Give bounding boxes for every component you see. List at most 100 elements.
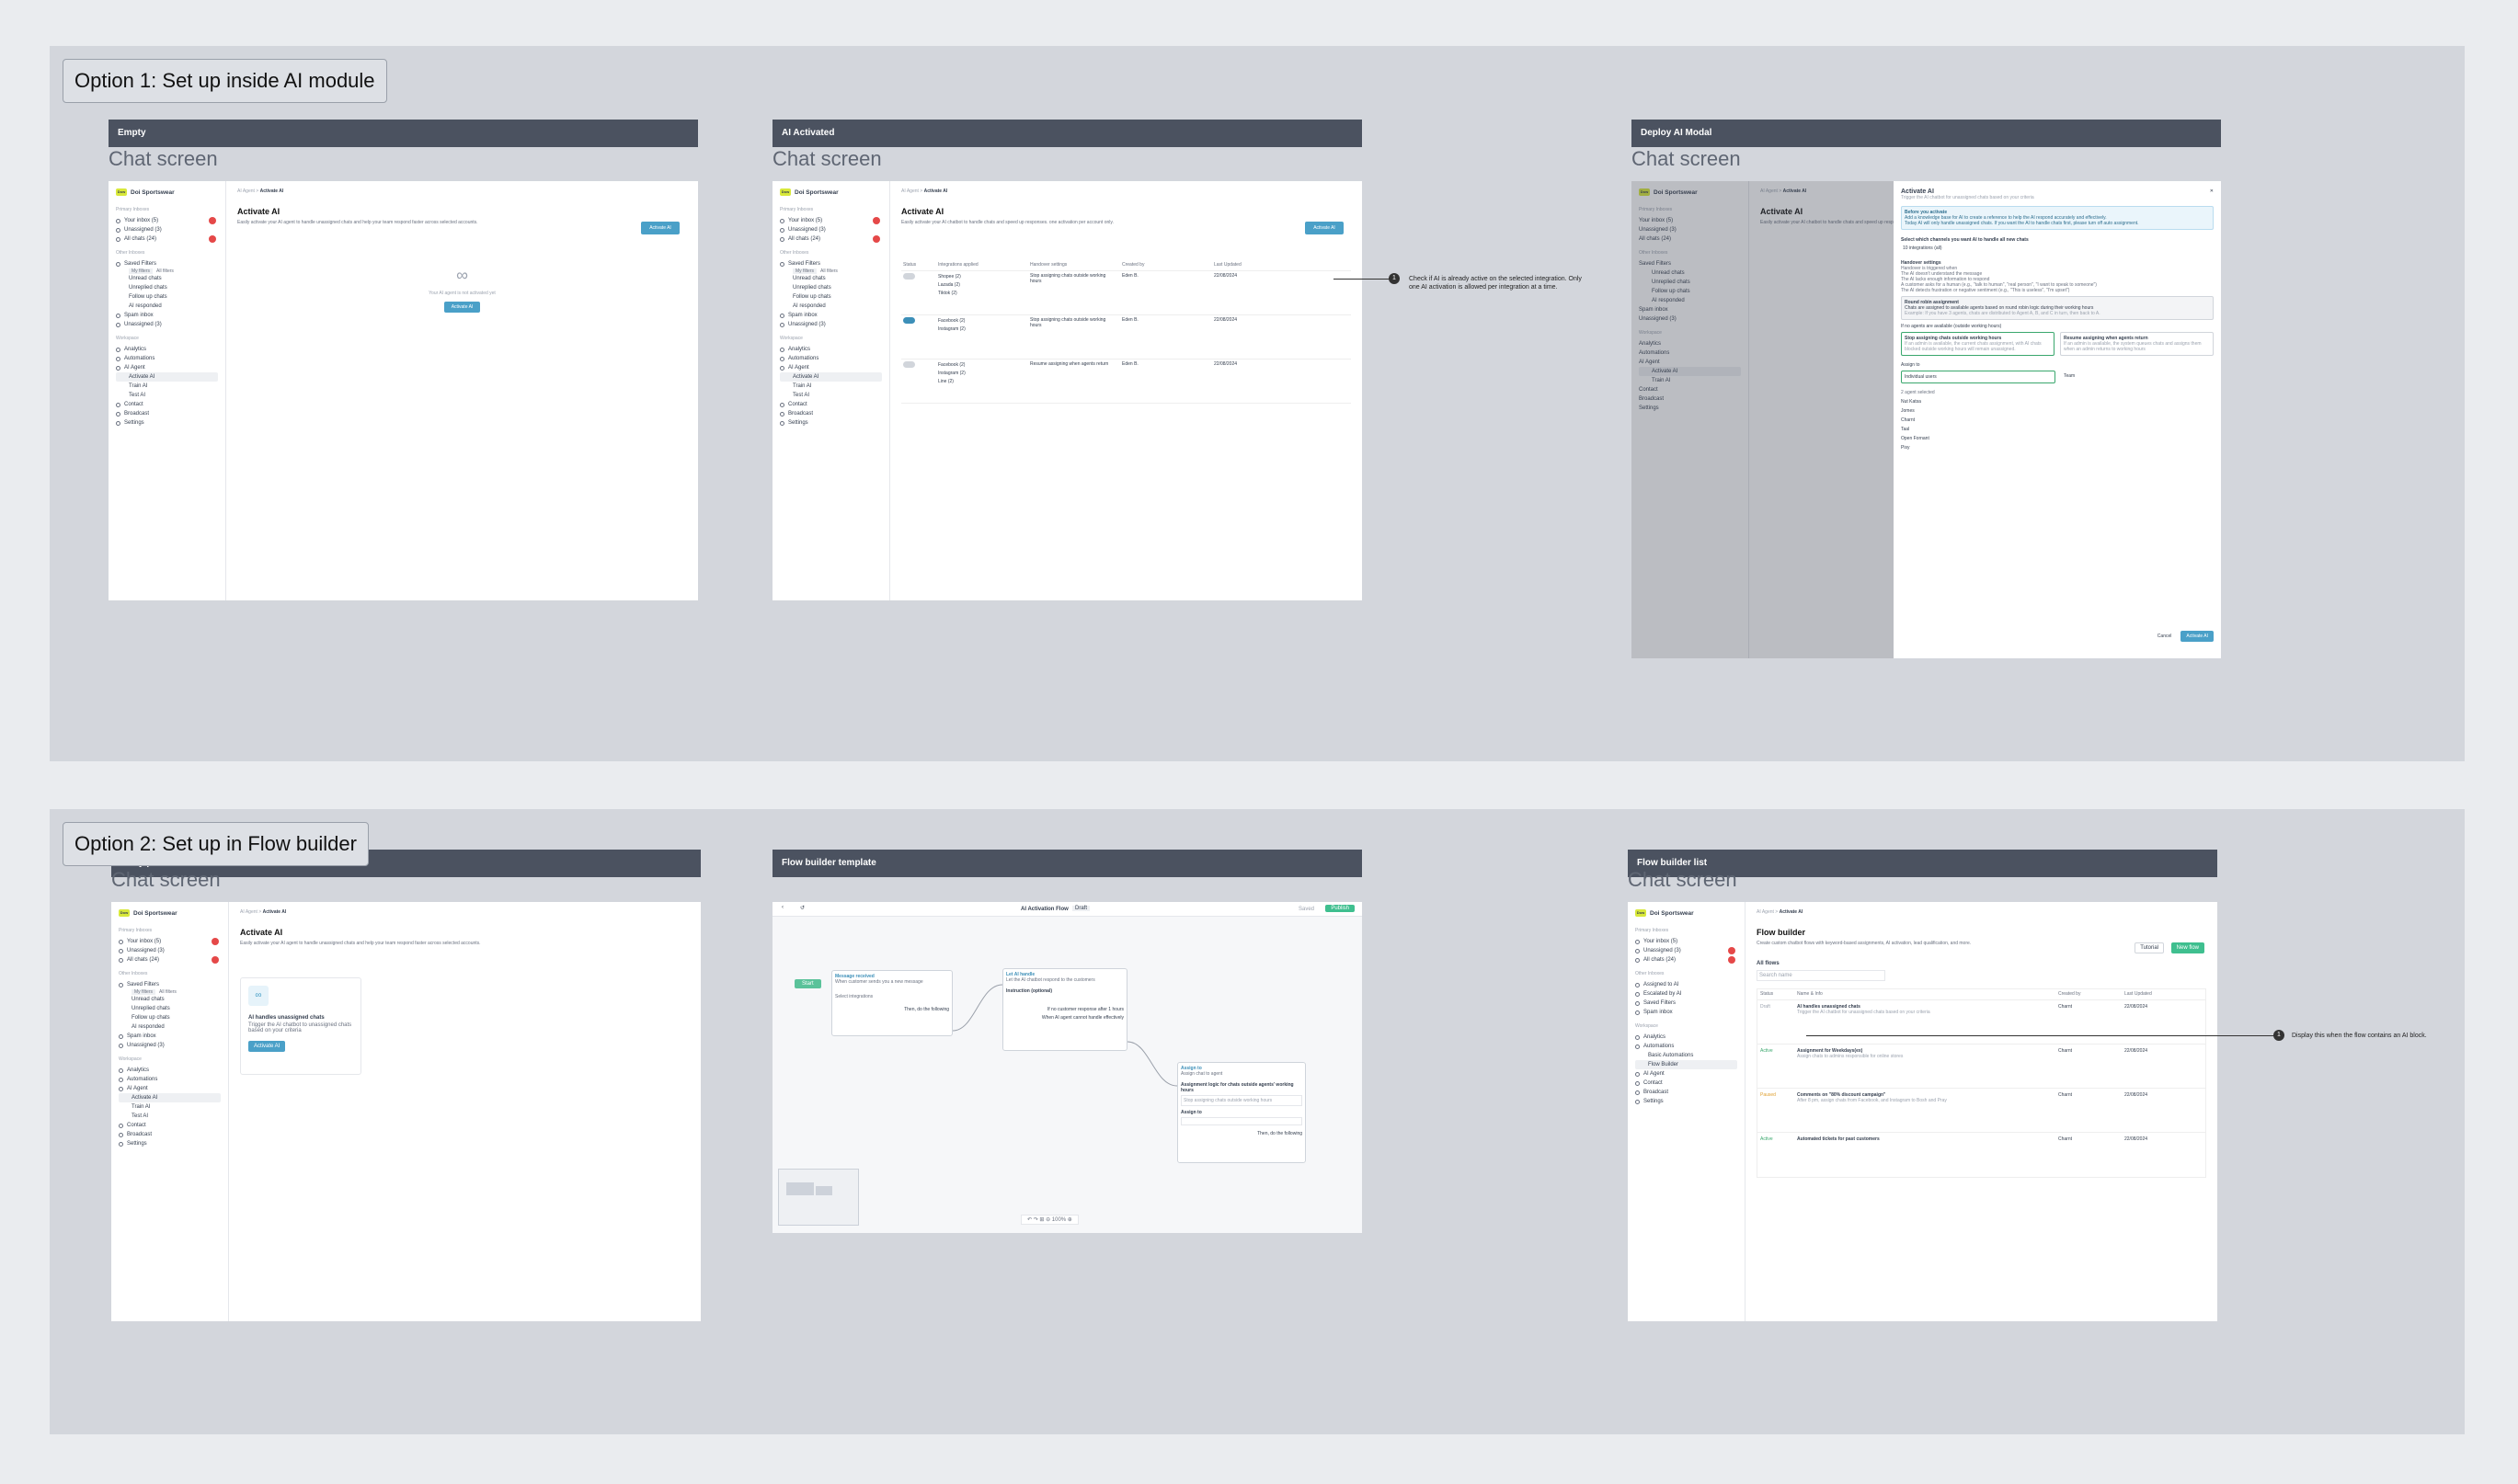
agent-item[interactable]: Taal bbox=[1901, 427, 1910, 432]
sidebar-item-automations[interactable]: Automations bbox=[116, 354, 218, 363]
sidebar-item-analytics[interactable]: Analytics bbox=[780, 345, 882, 354]
spam-icon bbox=[119, 1033, 123, 1039]
status-toggle[interactable] bbox=[903, 317, 915, 324]
agent-item[interactable]: Jomes bbox=[1901, 408, 1915, 414]
table-row[interactable]: Facebook (2) Instagram (2) Stop assigning… bbox=[901, 315, 1351, 360]
table-row[interactable]: Active Assignment for Weekdays(ex) Assign… bbox=[1757, 1045, 2205, 1089]
assign-individual-radio[interactable]: Individual users bbox=[1901, 371, 2055, 383]
minimap[interactable] bbox=[778, 1169, 859, 1226]
sidebar-item-test-ai[interactable]: Test AI bbox=[129, 393, 146, 398]
new-flow-button[interactable]: New flow bbox=[2170, 942, 2204, 953]
bolt-icon bbox=[1635, 1044, 1640, 1049]
sidebar-item-settings[interactable]: Settings bbox=[116, 418, 218, 428]
sidebar-item-all-chats[interactable]: All chats (24) bbox=[780, 234, 882, 244]
filter-tabs[interactable]: My filters All filters bbox=[116, 268, 218, 274]
sidebar-item-activate-ai[interactable]: Activate AI bbox=[116, 372, 218, 382]
sidebar-item-unassigned-2[interactable]: Unassigned (3) bbox=[116, 320, 218, 329]
agent-item[interactable]: Pisy bbox=[1901, 445, 1910, 451]
back-icon[interactable]: ‹ bbox=[782, 905, 784, 910]
sidebar-item-unassigned[interactable]: Unassigned (3) bbox=[780, 225, 882, 234]
inbox-icon bbox=[1635, 957, 1640, 963]
publish-button[interactable]: Publish bbox=[1325, 905, 1355, 912]
close-icon[interactable]: ✕ bbox=[2209, 188, 2214, 194]
sidebar-item-analytics[interactable]: Analytics bbox=[116, 345, 218, 354]
activate-ai-button[interactable]: Activate AI bbox=[641, 222, 680, 234]
sidebar-item-saved-filters[interactable]: Saved Filters bbox=[116, 259, 218, 268]
flow-title: AI Activation Flow bbox=[1021, 907, 1069, 912]
confirm-activate-button[interactable]: Activate AI bbox=[2180, 631, 2214, 642]
sidebar-item-ai-agent[interactable]: AI Agent bbox=[116, 363, 218, 372]
sidebar-item-unassigned-2[interactable]: Unassigned (3) bbox=[780, 320, 882, 329]
contact-icon bbox=[119, 1123, 123, 1128]
activate-ai-button[interactable]: Activate AI bbox=[1305, 222, 1344, 234]
saved-item[interactable]: Unreplied chats bbox=[793, 285, 831, 291]
saved-item[interactable]: Unread chats bbox=[129, 276, 162, 281]
table-row[interactable]: Active Automated tickets for past custom… bbox=[1760, 1136, 2148, 1142]
saved-item[interactable]: Follow up chats bbox=[793, 294, 831, 300]
entry-activate-button[interactable]: Activate AI bbox=[248, 1041, 286, 1052]
agent-item[interactable]: Charnt bbox=[1901, 417, 1916, 423]
saved-item[interactable]: Follow up chats bbox=[129, 294, 167, 300]
history-icon[interactable]: ↺ bbox=[800, 906, 806, 911]
start-node[interactable]: Start bbox=[795, 979, 821, 988]
gear-icon bbox=[116, 420, 120, 426]
panel-bar-activated: AI Activated bbox=[773, 120, 1362, 147]
message-received-node[interactable]: Message received When customer sends you… bbox=[831, 970, 953, 1036]
saved-item[interactable]: Unreplied chats bbox=[129, 285, 167, 291]
saved-item[interactable]: AI responded bbox=[793, 303, 826, 309]
sidebar-item-your-inbox[interactable]: Your inbox (5) bbox=[116, 216, 218, 225]
status-toggle[interactable] bbox=[903, 273, 915, 280]
bolt-icon bbox=[780, 356, 784, 361]
zoom-controls[interactable]: ↶ ↷ ⊞ ⊖ 100% ⊕ bbox=[1021, 1215, 1079, 1225]
table-row[interactable]: Paused Comments on "80% discount campaig… bbox=[1757, 1089, 2205, 1133]
sidebar-item-ai-agent[interactable]: AI Agent bbox=[780, 363, 882, 372]
table-row[interactable]: Draft AI handles unassigned chats Trigger… bbox=[1757, 1000, 2205, 1045]
sidebar-item-train-ai[interactable]: Train AI bbox=[793, 383, 812, 389]
option-stop-assigning[interactable]: Stop assigning chats outside working hou… bbox=[1901, 332, 2054, 356]
let-ai-handle-node[interactable]: Let AI handle Let the AI chatbot respond… bbox=[1002, 968, 1127, 1051]
sidebar-item-spam[interactable]: Spam inbox bbox=[780, 311, 882, 320]
sidebar: Dow Doi Sportswear Primary Inboxes Your i… bbox=[111, 902, 229, 1321]
panel-sub-list: Chat screen bbox=[1628, 868, 1737, 891]
sidebar-item-unassigned[interactable]: Unassigned (3) bbox=[1639, 227, 1677, 233]
sidebar-item-broadcast[interactable]: Broadcast bbox=[780, 409, 882, 418]
sidebar-item-saved-filters[interactable]: Saved Filters bbox=[1639, 261, 1672, 267]
sidebar-item-unassigned[interactable]: Unassigned (3) bbox=[116, 225, 218, 234]
sidebar-item-spam[interactable]: Spam inbox bbox=[116, 311, 218, 320]
agent-item[interactable]: Open Fornant bbox=[1901, 436, 1929, 441]
sidebar-item-train-ai[interactable]: Train AI bbox=[129, 383, 148, 389]
screen-deploy: Dow Doi Sportswear Primary Inboxes Your i… bbox=[1631, 181, 2221, 658]
sidebar-item-activate-ai[interactable]: Activate AI bbox=[780, 372, 882, 382]
table-row[interactable]: Facebook (2) Instagram (2) Line (2) Resume… bbox=[901, 360, 1351, 404]
entry-card[interactable]: ∞ AI handles unassigned chats Trigger th… bbox=[240, 977, 361, 1075]
screen-empty: Dow Doi Sportswear Primary Inboxes Your i… bbox=[109, 181, 698, 600]
modal-overlay[interactable] bbox=[1631, 181, 1894, 658]
sidebar-item-your-inbox[interactable]: Your inbox (5) bbox=[1639, 218, 1674, 223]
sidebar-item-all-chats[interactable]: All chats (24) bbox=[116, 234, 218, 244]
filter-tabs[interactable]: My filters All filters bbox=[780, 268, 882, 274]
cancel-button[interactable]: Cancel bbox=[2157, 634, 2172, 639]
gear-icon bbox=[119, 1141, 123, 1147]
sidebar-item-contact[interactable]: Contact bbox=[116, 400, 218, 409]
sidebar-item-automations[interactable]: Automations bbox=[780, 354, 882, 363]
sidebar-item-all-chats[interactable]: All chats (24) bbox=[1639, 236, 1672, 242]
channels-select[interactable]: 10 integrations (all) bbox=[1903, 245, 1942, 251]
saved-item[interactable]: AI responded bbox=[129, 303, 162, 309]
search-input[interactable]: Search name bbox=[1757, 970, 1885, 981]
contact-icon bbox=[1635, 1080, 1640, 1086]
sidebar-item-your-inbox[interactable]: Your inbox (5) bbox=[780, 216, 882, 225]
empty-activate-button[interactable]: Activate AI bbox=[443, 302, 481, 313]
tutorial-button[interactable]: Tutorial bbox=[2135, 942, 2164, 953]
sidebar-item-saved-filters[interactable]: Saved Filters bbox=[780, 259, 882, 268]
assign-to-node[interactable]: Assign to Assign chat to agent Assignmen… bbox=[1177, 1062, 1306, 1163]
saved-item[interactable]: Unread chats bbox=[793, 276, 826, 281]
option-resume-assigning[interactable]: Resume assigning when agents return If an… bbox=[2060, 332, 2214, 356]
status-toggle[interactable] bbox=[903, 361, 915, 368]
assign-team-radio[interactable]: Team bbox=[2064, 373, 2076, 379]
sidebar-item-broadcast[interactable]: Broadcast bbox=[116, 409, 218, 418]
table-row[interactable]: Shopee (2) Lazada (2) Tiktok (2) Stop assi… bbox=[901, 271, 1351, 315]
sidebar-item-test-ai[interactable]: Test AI bbox=[793, 393, 810, 398]
sidebar-item-settings[interactable]: Settings bbox=[780, 418, 882, 428]
agent-item[interactable]: Nut Katsa bbox=[1901, 399, 1921, 405]
sidebar-item-contact[interactable]: Contact bbox=[780, 400, 882, 409]
